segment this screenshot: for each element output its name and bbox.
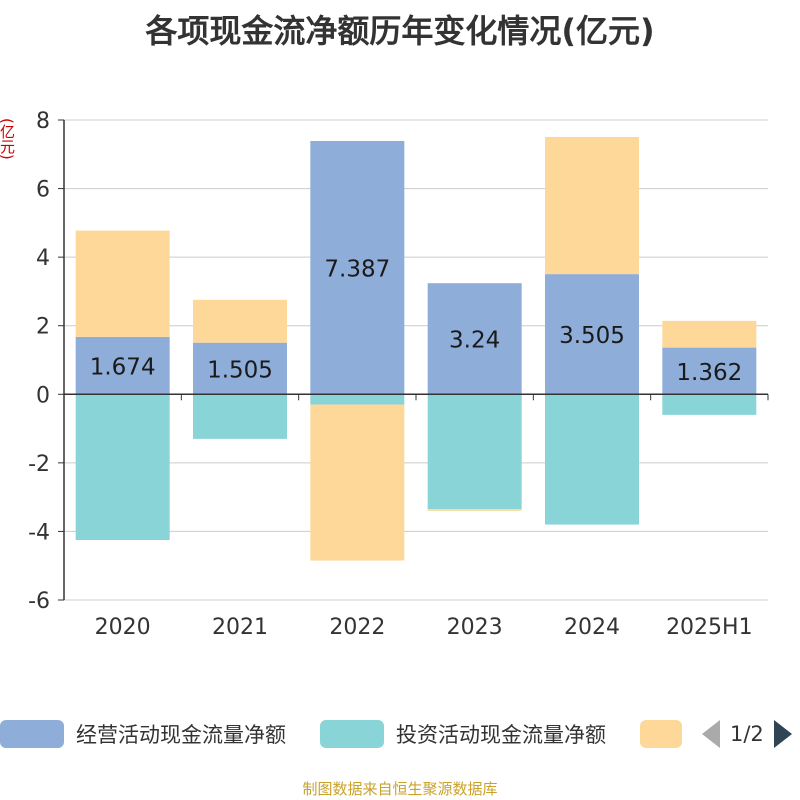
data-label: 1.674 [90, 355, 156, 381]
legend-swatch [320, 720, 384, 748]
bar-0-2022 [310, 141, 405, 395]
legend-swatch [0, 720, 64, 748]
y-tick-label: -6 [28, 589, 50, 614]
grid-lines [64, 119, 768, 601]
bar-0-2025H1 [662, 347, 757, 395]
bar-1-2024 [545, 394, 639, 525]
chart-area: 8 6 4 2 0 -2 -4 -6 2020 2021 2022 2023 2024 2025H1 1.… [28, 109, 769, 640]
y-tick-label: 4 [36, 246, 50, 271]
source-footer: 制图数据来自恒生聚源数据库 [302, 780, 498, 798]
legend: 经营活动现金流量净额 投资活动现金流量净额 1/2 [0, 712, 800, 756]
x-tick-label: 2025H1 [666, 615, 753, 640]
y-tick-label: -4 [28, 520, 50, 545]
data-labels: 1.674 1.505 7.387 3.24 3.505 1.362 [90, 257, 743, 386]
bar-1-2023 [427, 394, 522, 510]
bar-0-2021 [193, 342, 287, 395]
data-label: 3.24 [449, 328, 500, 354]
bar-0-2024 [545, 274, 639, 395]
prev-page-icon[interactable] [702, 720, 720, 748]
bars [75, 136, 757, 561]
bar-2-2021 [193, 299, 287, 343]
y-axis-label: (亿元) [0, 118, 16, 160]
bar-2-2022 [310, 404, 405, 561]
legend-item-operating[interactable]: 经营活动现金流量净额 [0, 712, 286, 756]
legend-label: 经营活动现金流量净额 [76, 723, 286, 747]
bar-1-2020 [75, 394, 170, 540]
axes: 8 6 4 2 0 -2 -4 -6 2020 2021 2022 2023 2024 2025H1 [28, 109, 769, 640]
bar-1-2025H1 [662, 394, 757, 415]
bar-1-2022 [310, 394, 405, 405]
data-label: 3.505 [559, 323, 625, 349]
x-tick-label: 2023 [447, 615, 503, 640]
bar-0-2023 [427, 283, 522, 395]
y-tick-label: 2 [36, 315, 50, 340]
chart-title: 各项现金流净额历年变化情况(亿元) [145, 12, 655, 50]
bar-2-2023 [427, 509, 522, 511]
x-tick-label: 2022 [329, 615, 385, 640]
bar-2-2025H1 [662, 320, 757, 348]
data-label: 1.362 [676, 360, 742, 386]
x-tick-label: 2020 [95, 615, 151, 640]
y-tick-label: 8 [36, 109, 50, 134]
legend-label: 投资活动现金流量净额 [396, 723, 606, 747]
bar-0-2020 [75, 336, 170, 395]
y-tick-label: 6 [36, 178, 50, 203]
data-label: 1.505 [207, 357, 273, 383]
bar-2-2020 [75, 230, 170, 337]
bar-2-2024 [545, 136, 639, 275]
legend-page-indicator: 1/2 [730, 722, 764, 746]
legend-item-third[interactable] [640, 712, 694, 756]
y-tick-label: 0 [36, 383, 50, 408]
next-page-icon[interactable] [773, 720, 792, 748]
legend-pager: 1/2 [702, 712, 792, 756]
legend-item-investing[interactable]: 投资活动现金流量净额 [320, 712, 606, 756]
legend-swatch [640, 720, 682, 748]
x-tick-label: 2021 [212, 615, 268, 640]
data-label: 7.387 [324, 257, 390, 283]
y-tick-label: -2 [28, 452, 50, 477]
bar-1-2021 [193, 394, 287, 439]
x-tick-label: 2024 [564, 615, 620, 640]
